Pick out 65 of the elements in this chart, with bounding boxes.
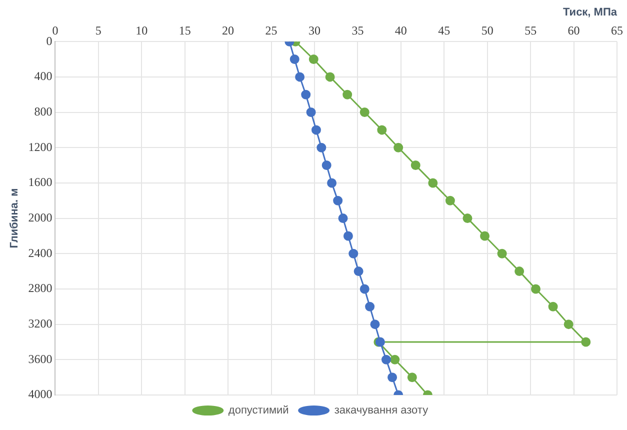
point [308, 54, 318, 64]
x-tick-label: 10 [136, 24, 148, 38]
point [370, 320, 380, 330]
x-tick-label: 40 [394, 24, 407, 38]
x-tick-label: 55 [524, 24, 537, 38]
y-tick-label: 2400 [28, 246, 52, 260]
point [381, 354, 391, 364]
x-tick-label: 60 [568, 24, 580, 38]
point [301, 90, 311, 100]
y-tick-label: 3600 [28, 352, 52, 366]
point [407, 372, 417, 382]
y-tick-label: 800 [34, 104, 52, 118]
x-tick-label: 30 [308, 24, 320, 38]
point [316, 142, 326, 152]
point [322, 160, 332, 170]
point [311, 125, 321, 135]
point [531, 284, 541, 294]
x-axis-title: Тиск, МПа [563, 6, 618, 19]
point [360, 108, 370, 118]
x-tick-label: 45 [438, 24, 450, 38]
point [343, 231, 353, 241]
point [327, 178, 337, 188]
legend-label: допустимий [228, 404, 289, 417]
point [428, 178, 438, 188]
y-tick-label: 3200 [28, 316, 52, 330]
x-tick-label: 20 [222, 24, 234, 38]
point [333, 196, 343, 206]
point [360, 284, 370, 294]
y-tick-label: 1200 [28, 140, 52, 154]
point [365, 302, 375, 312]
point [306, 108, 316, 118]
point [581, 337, 591, 347]
y-axis-title: Глибина. м [8, 188, 21, 248]
x-tick-label: 65 [611, 24, 623, 38]
point [564, 320, 574, 330]
point [390, 354, 400, 364]
point [290, 54, 300, 64]
y-tick-label: 400 [34, 69, 52, 84]
point [295, 72, 305, 82]
legend-label: закачування азоту [334, 404, 429, 417]
point [480, 231, 490, 241]
point [338, 214, 348, 224]
point [462, 214, 472, 224]
point [377, 125, 387, 135]
point [497, 248, 507, 258]
point [388, 372, 398, 382]
point [445, 196, 455, 206]
x-tick-label: 5 [95, 24, 102, 38]
point [394, 142, 404, 152]
x-tick-label: 15 [178, 24, 191, 38]
y-tick-label: 2000 [28, 210, 52, 224]
y-tick-label: 1600 [28, 175, 52, 190]
y-tick-label: 0 [46, 34, 52, 48]
x-tick-label: 35 [352, 24, 364, 38]
y-tick-label: 4000 [28, 387, 52, 402]
x-tick-label: 50 [481, 24, 494, 38]
point [342, 90, 352, 100]
point [514, 266, 524, 276]
x-tick-label: 25 [265, 24, 278, 38]
point [325, 72, 335, 82]
point [354, 266, 364, 276]
point [348, 248, 358, 258]
y-tick-label: 2800 [28, 281, 52, 296]
point [410, 160, 420, 170]
point [548, 302, 558, 312]
